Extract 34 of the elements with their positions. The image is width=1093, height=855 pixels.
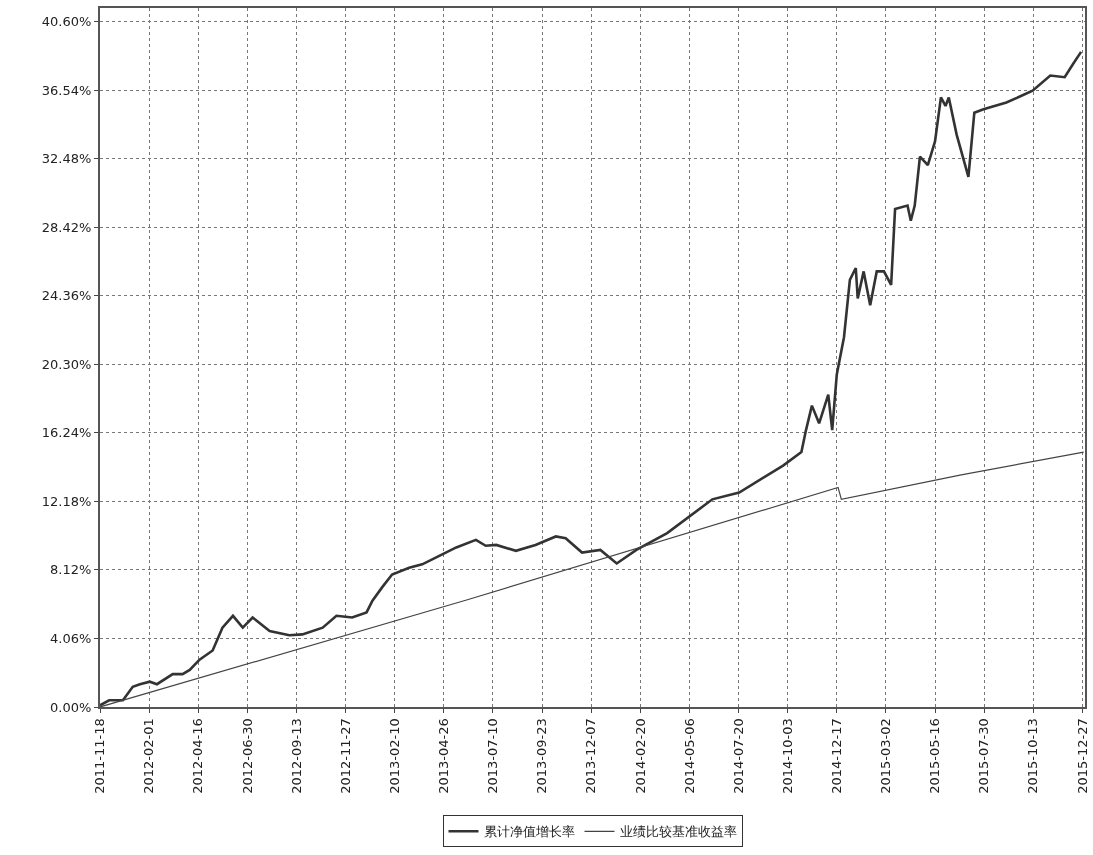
legend-label: 业绩比较基准收益率: [619, 824, 737, 840]
x-tick-label: 2013-09-23: [534, 718, 550, 794]
y-tick-label: 16.24%: [41, 425, 92, 441]
x-tick-label: 2013-02-10: [386, 718, 402, 794]
x-tick-label: 2015-12-27: [1074, 718, 1090, 794]
y-tick-label: 20.30%: [41, 356, 92, 372]
y-tick-label: 8.12%: [50, 562, 92, 578]
x-tick-label: 2012-02-01: [141, 718, 157, 794]
y-tick-label: 12.18%: [41, 493, 92, 509]
x-tick-label: 2015-10-13: [1025, 718, 1041, 794]
x-tick-label: 2014-05-06: [681, 718, 697, 794]
legend-label: 累计净值增长率: [483, 824, 575, 840]
x-tick-label: 2013-04-26: [436, 718, 452, 794]
x-tick-label: 2015-07-30: [976, 718, 992, 794]
x-tick-label: 2012-11-27: [337, 718, 353, 794]
y-tick-label: 36.54%: [41, 82, 92, 98]
x-tick-label: 2014-12-17: [829, 718, 845, 794]
y-tick-label: 24.36%: [41, 288, 92, 304]
y-tick-label: 28.42%: [41, 219, 92, 235]
x-tick-label: 2012-04-16: [190, 718, 206, 794]
y-tick-label: 0.00%: [50, 699, 92, 715]
x-tick-label: 2014-02-20: [632, 718, 648, 794]
y-tick-label: 4.06%: [50, 631, 92, 646]
x-tick-label: 2013-12-07: [583, 718, 599, 794]
x-tick-label: 2012-06-30: [239, 718, 255, 794]
x-tick-label: 2014-10-03: [779, 718, 795, 794]
x-tick-label: 2014-07-20: [730, 718, 746, 794]
x-tick-label: 2015-03-02: [878, 718, 894, 794]
y-tick-label: 32.48%: [41, 151, 92, 167]
x-tick-label: 2012-09-13: [288, 718, 304, 794]
x-tick-label: 2011-11-18: [92, 718, 108, 794]
x-tick-label: 2013-07-10: [485, 718, 501, 794]
x-tick-label: 2015-05-16: [927, 718, 943, 794]
y-tick-label: 40.60%: [41, 14, 92, 30]
